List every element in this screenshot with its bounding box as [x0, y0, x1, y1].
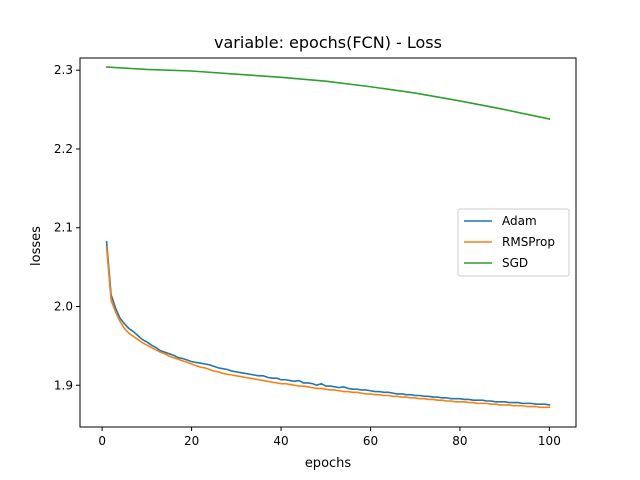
- y-tick-label: 2.3: [54, 63, 73, 77]
- legend-entry-rmsprop: RMSProp: [502, 235, 555, 249]
- legend-entry-adam: Adam: [502, 214, 537, 228]
- chart-title: variable: epochs(FCN) - Loss: [214, 33, 442, 52]
- x-tick-label: 0: [98, 434, 106, 448]
- x-tick-label: 40: [273, 434, 288, 448]
- legend-box: [457, 208, 570, 277]
- plot-area: 0 20 40 60 80 100 1.9 2.0 2.1 2.2 2.3: [54, 57, 577, 448]
- legend-entry-sgd: SGD: [502, 256, 528, 270]
- series-line-sgd: [105, 66, 551, 120]
- x-tick-label: 80: [452, 434, 467, 448]
- y-tick-label: 2.1: [54, 221, 73, 235]
- y-tick-label: 2.0: [54, 299, 73, 313]
- y-tick-label: 2.2: [54, 142, 73, 156]
- legend: Adam RMSProp SGD: [457, 208, 570, 277]
- y-tick-label: 1.9: [54, 378, 73, 392]
- x-tick-label: 100: [538, 434, 561, 448]
- x-axis-label: epochs: [305, 456, 352, 471]
- x-tick-label: 60: [363, 434, 378, 448]
- y-axis-label: losses: [29, 226, 44, 266]
- axes-frame: [79, 57, 577, 428]
- series-line-rmsprop: [105, 246, 551, 409]
- x-tick-label: 20: [184, 434, 199, 448]
- series-line-adam: [105, 241, 551, 406]
